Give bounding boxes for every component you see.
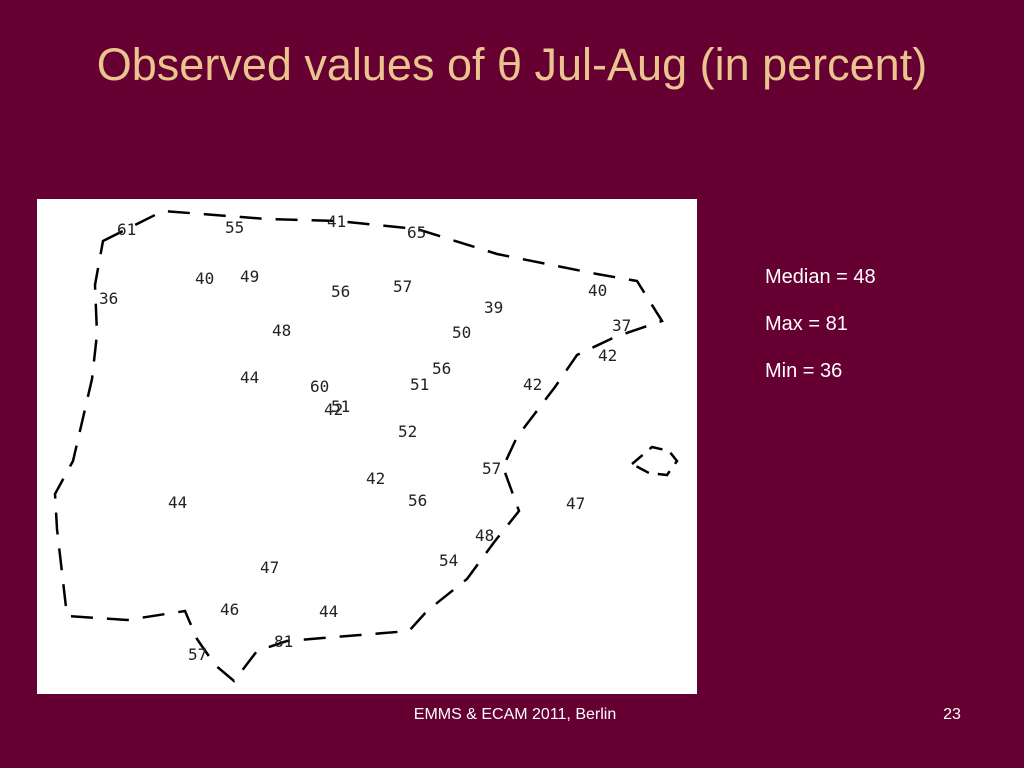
stats-list: Median = 48 Max = 81 Min = 36	[765, 263, 876, 404]
map-value-label: 42	[324, 400, 343, 419]
map-value-label: 37	[612, 316, 631, 335]
stat-max: Max = 81	[765, 313, 848, 335]
map-value-label: 44	[319, 602, 338, 621]
map-value-label: 51	[331, 397, 350, 416]
map-value-label: 41	[327, 212, 346, 231]
map-value-label: 42	[598, 346, 617, 365]
slide-title: Observed values of θ Jul-Aug (in percent…	[96, 39, 928, 90]
map-value-label: 57	[188, 645, 207, 664]
footer-text: EMMS & ECAM 2011, Berlin	[413, 706, 617, 723]
iberia-outline	[53, 209, 664, 683]
map-value-label: 65	[407, 223, 426, 242]
map-value-label: 44	[240, 368, 259, 387]
map-value-label: 61	[117, 220, 136, 239]
map-value-label: 55	[225, 218, 244, 237]
map-value-label: 49	[240, 267, 259, 286]
map-value-label: 48	[475, 526, 494, 545]
map-value-label: 56	[432, 359, 451, 378]
page-number: 23	[943, 706, 961, 723]
map-value-label: 50	[452, 323, 471, 342]
stat-min: Min = 36	[765, 360, 843, 382]
map-value-label: 44	[168, 493, 187, 512]
stat-median: Median = 48	[765, 266, 876, 288]
map-value-label: 54	[439, 551, 458, 570]
map-value-label: 47	[260, 558, 279, 577]
map-value-label: 46	[220, 600, 239, 619]
map-value-label: 57	[482, 459, 501, 478]
map-value-label: 40	[195, 269, 214, 288]
map-value-label: 57	[393, 277, 412, 296]
map-value-label: 52	[398, 422, 417, 441]
map-value-label: 47	[566, 494, 585, 513]
map-value-label: 51	[410, 375, 429, 394]
map-value-label: 48	[272, 321, 291, 340]
map-value-label: 39	[484, 298, 503, 317]
map-value-label: 56	[331, 282, 350, 301]
balearic-outline	[629, 445, 679, 477]
map-value-label: 40	[588, 281, 607, 300]
map-value-label: 60	[310, 377, 329, 396]
map-value-label: 42	[366, 469, 385, 488]
map-value-label: 42	[523, 375, 542, 394]
map-value-label: 56	[408, 491, 427, 510]
map-value-label: 81	[274, 632, 293, 651]
map-value-label: 36	[99, 289, 118, 308]
map-panel: 61 55 41 65 40 49 57 56 40 36 39 48 50 37 42 56 44 60 51 42…	[37, 199, 697, 694]
